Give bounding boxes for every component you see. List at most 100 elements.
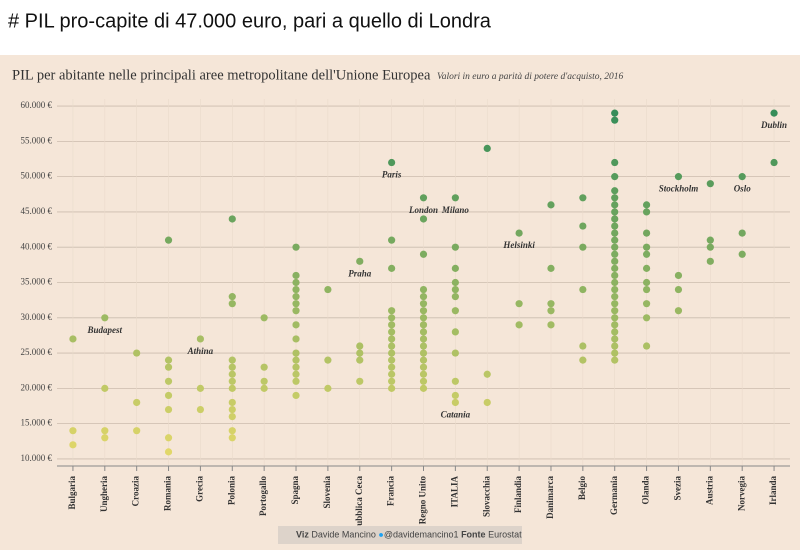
dot xyxy=(356,342,364,350)
viz-label: Viz xyxy=(296,530,309,540)
dot xyxy=(611,300,619,308)
dot xyxy=(69,427,77,435)
dot xyxy=(706,243,714,251)
dot xyxy=(164,377,173,385)
heading: # PIL pro-capite di 47.000 euro, pari a … xyxy=(8,10,492,32)
dot xyxy=(483,398,491,407)
dot xyxy=(451,377,459,385)
dot xyxy=(515,229,523,237)
dot xyxy=(388,158,396,167)
dot xyxy=(196,405,205,414)
dot xyxy=(419,285,428,294)
annotation: Helsinki xyxy=(502,240,535,250)
dot xyxy=(292,321,300,329)
dot xyxy=(419,328,428,336)
dot xyxy=(611,187,619,195)
footer-box xyxy=(278,526,522,544)
dot xyxy=(292,300,300,308)
dot xyxy=(611,349,619,357)
dot xyxy=(69,335,77,343)
dot xyxy=(419,377,428,385)
x-tick-label: ITALIA xyxy=(449,476,459,508)
source: Eurostat xyxy=(488,530,522,540)
x-tick-label: Portogallo xyxy=(258,476,268,516)
dot xyxy=(579,285,587,294)
x-tick-label: Romania xyxy=(163,476,173,512)
dot xyxy=(451,391,459,400)
dot xyxy=(642,264,651,272)
dot xyxy=(101,314,109,322)
dot xyxy=(356,257,364,265)
dot xyxy=(164,434,173,442)
handle: @davidemancino1 xyxy=(384,530,459,540)
dot xyxy=(451,293,459,301)
dot xyxy=(292,243,300,251)
dot xyxy=(228,363,236,371)
x-tick-label: Norvegia xyxy=(736,476,746,511)
dot xyxy=(419,314,428,322)
annotation: London xyxy=(408,205,438,215)
dot xyxy=(388,356,396,364)
x-tick-label: Belgio xyxy=(577,476,587,500)
dot xyxy=(164,236,173,244)
y-tick-label: 35.000 € xyxy=(21,277,53,287)
dot xyxy=(706,180,714,188)
dot xyxy=(738,229,746,237)
annotation: Stockholm xyxy=(659,184,699,194)
x-tick-label: Francia xyxy=(386,476,396,506)
dot xyxy=(611,243,619,251)
x-tick-label: Regno Unito xyxy=(418,476,428,525)
dot xyxy=(770,158,778,167)
dot xyxy=(228,384,236,392)
dot xyxy=(611,342,619,350)
dot xyxy=(706,236,714,244)
dot xyxy=(419,370,428,378)
dot xyxy=(611,278,619,287)
y-tick-label: 55.000 € xyxy=(21,135,53,145)
dot xyxy=(388,328,396,336)
dot xyxy=(388,335,396,343)
y-tick-label: 50.000 € xyxy=(21,171,53,181)
dot xyxy=(388,264,396,272)
dot xyxy=(419,363,428,371)
dot xyxy=(515,300,523,308)
dot xyxy=(547,201,555,209)
dot xyxy=(611,257,619,265)
dot xyxy=(388,321,396,329)
dot xyxy=(611,116,619,124)
dot xyxy=(388,363,396,371)
x-tick-label: Slovenia xyxy=(322,476,332,509)
annotation: Oslo xyxy=(734,184,752,194)
dot xyxy=(579,342,587,350)
dot xyxy=(388,342,396,350)
dot xyxy=(228,356,236,364)
dot xyxy=(611,173,619,181)
dot xyxy=(228,427,236,435)
dot xyxy=(292,349,300,357)
dot xyxy=(292,363,300,371)
annotation: Budapest xyxy=(87,325,123,335)
dot xyxy=(579,356,587,364)
x-tick-label: Olanda xyxy=(641,476,651,505)
dot xyxy=(292,377,300,385)
dot xyxy=(611,321,619,329)
dot xyxy=(388,384,396,392)
dot xyxy=(196,384,205,392)
dot xyxy=(642,250,651,258)
dot xyxy=(738,173,746,181)
dot xyxy=(292,356,300,364)
annotation: Athina xyxy=(187,346,214,356)
x-tick-label: Germania xyxy=(609,476,619,515)
dot xyxy=(292,335,300,343)
dot xyxy=(164,356,173,364)
dot xyxy=(515,321,523,329)
dot xyxy=(324,285,332,294)
dot xyxy=(228,293,236,301)
dot xyxy=(292,307,300,315)
dot xyxy=(642,243,651,251)
dot xyxy=(101,427,109,435)
dot xyxy=(451,307,459,315)
dot xyxy=(642,201,651,209)
chart-panel xyxy=(0,55,800,550)
annotation: Praha xyxy=(348,268,372,278)
